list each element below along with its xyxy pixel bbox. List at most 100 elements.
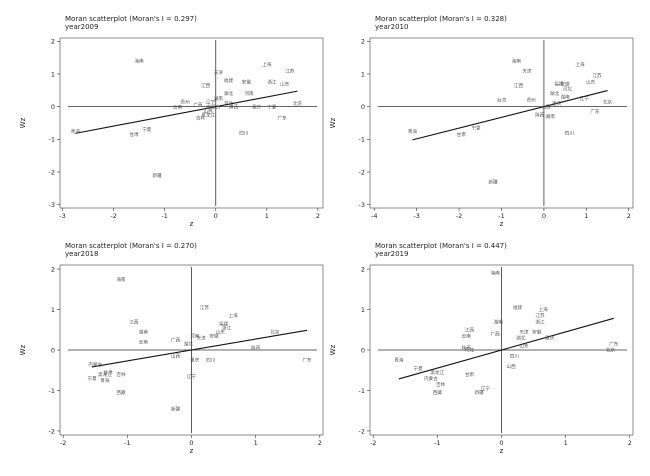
data-point-label: 湖南 — [546, 113, 556, 120]
x-tick-label: 0 — [214, 212, 218, 220]
data-point-label: 陕西 — [229, 103, 239, 110]
x-tick-label: -1 — [124, 439, 130, 447]
x-tick-label: -2 — [456, 212, 462, 220]
data-point-label: 山西 — [541, 103, 551, 110]
x-tick-label: 2 — [316, 212, 320, 220]
data-point-label: 上海 — [262, 61, 272, 68]
data-point-label: 台湾 — [497, 97, 507, 104]
y-tick-label: -2 — [49, 168, 55, 176]
data-point-label: 安徽 — [561, 80, 571, 87]
data-point-label: 辽宁 — [206, 98, 216, 105]
data-point-label: 云南 — [173, 103, 183, 110]
data-point-label: 甘肃 — [457, 131, 467, 138]
data-point-label: 海南 — [512, 57, 522, 64]
data-point-label: 湖北 — [224, 90, 234, 97]
data-point-label: 江西 — [514, 82, 524, 89]
panel-subtitle: year2019 — [375, 250, 408, 258]
data-point-label: 四川 — [206, 358, 216, 364]
data-point-label: 陕西 — [535, 111, 545, 118]
y-axis-label: Wz — [329, 344, 337, 355]
data-point-label: 天津 — [197, 334, 207, 341]
y-tick-label: -2 — [359, 168, 365, 176]
data-point-label: 广西 — [171, 336, 181, 343]
data-point-label: 甘肃 — [129, 131, 139, 138]
y-tick-label: 2 — [51, 38, 55, 46]
data-point-label: 四川 — [510, 354, 520, 360]
data-point-label: 河北 — [465, 347, 475, 354]
y-tick-label: 0 — [51, 346, 55, 354]
data-point-label: 内蒙古 — [206, 103, 220, 110]
data-point-label: 河南 — [244, 90, 254, 97]
data-point-label: 黑龙江 — [98, 371, 112, 378]
data-point-label: 广东 — [278, 115, 288, 122]
panel-subtitle: year2018 — [65, 250, 98, 258]
data-point-label: 江苏 — [592, 72, 602, 79]
y-tick-label: 2 — [51, 265, 55, 273]
data-point-label: 重庆 — [552, 100, 562, 107]
data-point-label: 广西 — [490, 330, 500, 337]
panel-subtitle: year2009 — [65, 23, 98, 31]
data-point-label: 山东 — [216, 328, 226, 335]
data-point-label: 吉林 — [436, 381, 446, 388]
data-point-label: 安徽 — [209, 332, 219, 339]
data-point-label: 内蒙古 — [88, 361, 102, 368]
y-tick-label: -2 — [359, 427, 365, 435]
x-tick-label: -3 — [413, 212, 419, 220]
y-tick-label: 1 — [361, 306, 365, 314]
data-point-label: 北京 — [293, 100, 303, 107]
plot-frame — [369, 37, 634, 209]
data-point-label: 天津 — [522, 67, 532, 74]
data-point-label: 广东 — [609, 341, 619, 348]
x-tick-label: -3 — [59, 212, 65, 220]
data-point-label: 山西 — [507, 363, 517, 370]
data-point-label: 湖南 — [214, 95, 224, 102]
x-tick-label: -1 — [161, 212, 167, 220]
x-axis-label: z — [190, 447, 194, 455]
x-tick-label: -4 — [371, 212, 377, 220]
x-tick-label: 1 — [265, 212, 269, 220]
data-point-label: 青海 — [394, 357, 404, 364]
data-point-label: 四川 — [565, 130, 575, 136]
data-point-label: 湖北 — [550, 90, 560, 97]
regression-line — [75, 90, 298, 134]
data-point-label: 云南 — [139, 339, 149, 346]
regression-line — [398, 317, 614, 380]
data-point-label: 重庆 — [190, 357, 200, 364]
x-axis-label: z — [190, 220, 194, 228]
scatter-panel-1: Moran scatterplot (Moran's I = 0.297)yea… — [19, 15, 324, 228]
scatter-panel-2: Moran scatterplot (Moran's I = 0.328)yea… — [329, 15, 634, 228]
regression-line — [412, 90, 608, 141]
data-point-label: 江西 — [129, 318, 139, 325]
data-point-label: 北京 — [270, 328, 280, 335]
x-tick-label: 1 — [584, 212, 588, 220]
x-tick-label: 2 — [627, 212, 631, 220]
data-point-label: 海南 — [116, 276, 126, 283]
data-point-label: 福建 — [219, 320, 229, 327]
data-point-label: 山东 — [280, 80, 290, 87]
data-point-label: 广西 — [193, 102, 203, 109]
x-tick-label: -2 — [60, 439, 66, 447]
scatter-panel-3: Moran scatterplot (Moran's I = 0.270)yea… — [19, 242, 324, 455]
y-tick-label: 2 — [361, 265, 365, 273]
data-point-label: 浙江 — [267, 79, 277, 86]
data-point-label: 海南 — [135, 57, 145, 64]
data-point-label: 北京 — [606, 347, 616, 354]
y-tick-label: 1 — [51, 70, 55, 78]
x-tick-label: 1 — [254, 439, 258, 447]
x-tick-label: 0 — [499, 439, 503, 447]
data-point-label: 安徽 — [242, 79, 252, 86]
data-point-label: 河北 — [224, 100, 234, 107]
data-point-label: 青海 — [71, 128, 81, 135]
data-point-label: 新疆 — [488, 178, 498, 185]
data-point-label: 福建 — [224, 77, 234, 84]
data-point-label: 江西 — [201, 82, 211, 89]
y-tick-label: 1 — [51, 306, 55, 314]
data-point-label: 陕西 — [462, 345, 472, 352]
data-point-label: 内蒙古 — [424, 375, 438, 382]
data-point-label: 辽宁 — [580, 95, 590, 102]
data-point-label: 重庆 — [545, 334, 555, 341]
x-tick-label: -1 — [498, 212, 504, 220]
data-point-label: 福建 — [513, 304, 523, 311]
y-tick-label: -3 — [49, 201, 55, 209]
data-point-label: 宁夏 — [471, 125, 481, 132]
